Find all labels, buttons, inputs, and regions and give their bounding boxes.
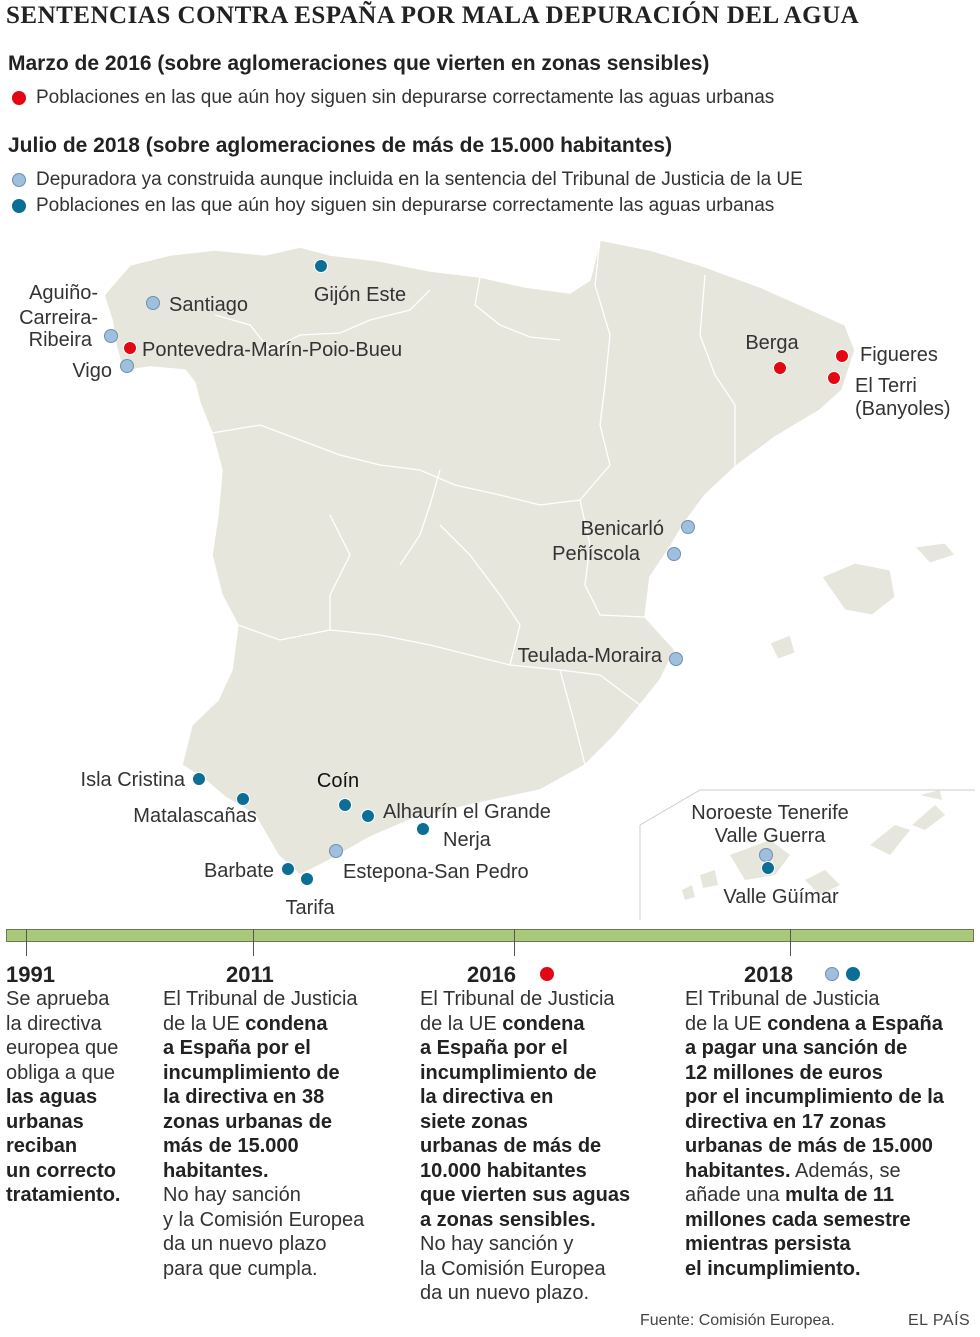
map-label-ribeira: Ribeira	[29, 329, 93, 351]
dark-blue-dot-icon	[846, 967, 860, 981]
map-point-el-terri	[827, 371, 841, 385]
map-label-tarifa: Tarifa	[286, 897, 336, 919]
map-label-peniscola: Peñíscola	[552, 543, 641, 565]
map-point-vigo	[120, 359, 134, 373]
map-point-benicarlo	[681, 520, 695, 534]
mallorca-land	[821, 562, 896, 616]
source-note: Fuente: Comisión Europea.	[640, 1312, 835, 1329]
map-label-gijon-este: Gijón Este	[314, 284, 406, 306]
heading-2016: Marzo de 2016 (sobre aglomeraciones que …	[8, 52, 710, 75]
map-label-nerja: Nerja	[443, 829, 492, 851]
region-borders	[211, 239, 736, 766]
spain-map: Gijón Este Santiago Aguiño- Carreira-Ribeir…	[19, 239, 975, 920]
map-point-coin	[338, 798, 352, 812]
map-label-estepona-san-pedro: Estepona-San Pedro	[343, 861, 529, 883]
light-blue-dot-icon	[12, 173, 26, 187]
map-point-matalascanas	[236, 792, 250, 806]
map-point-santiago	[146, 296, 160, 310]
page-title: SENTENCIAS CONTRA ESPAÑA POR MALA DEPURA…	[6, 2, 860, 29]
map-label-teulada-moraira: Teulada-Moraira	[517, 645, 662, 667]
year-2016: 2016	[467, 962, 516, 987]
map-label-santiago: Santiago	[169, 294, 248, 316]
map-label-isla-cristina: Isla Cristina	[81, 769, 186, 791]
timeline-tick-2016	[514, 929, 515, 956]
map-point-barbate	[281, 862, 295, 876]
timeline-tick-1991	[26, 929, 27, 956]
red-dot-icon	[12, 91, 26, 105]
map-label-valle-guerra: Valle Guerra	[715, 825, 827, 847]
map-label-pontevedra-marin-poio-bueu: Pontevedra-Marín-Poio-Bueu	[142, 339, 402, 361]
legend-label-light: Depuradora ya construida aunque incluida…	[36, 169, 803, 190]
timeline-text-2018: El Tribunal de Justicia de la UE condena…	[685, 988, 944, 1280]
map-label-vigo: Vigo	[72, 360, 112, 382]
brand-logo: EL PAÍS	[908, 1312, 971, 1329]
heading-2018: Julio de 2018 (sobre aglomeraciones de m…	[8, 134, 673, 157]
light-blue-dot-icon	[825, 967, 839, 981]
map-label-aguino: Aguiño-	[29, 282, 98, 304]
map-point-aguino	[104, 329, 118, 343]
map-point-gijon-este	[314, 259, 328, 273]
timeline-text-1991: Se aprueba la directiva europea que obli…	[6, 988, 121, 1206]
map-label-figueres: Figueres	[860, 344, 938, 366]
timeline-tick-2018	[790, 929, 791, 956]
timeline-tick-2011	[253, 929, 254, 956]
map-point-nerja	[416, 822, 430, 836]
map-point-estepona-san-pedro	[329, 844, 343, 858]
map-point-noroeste-tenerife	[759, 848, 773, 862]
timeline-bar	[6, 929, 974, 942]
red-dot-icon	[540, 967, 554, 981]
year-2011: 2011	[226, 962, 274, 987]
canary-islands	[682, 790, 945, 900]
timeline-text-2016: El Tribunal de Justicia de la UE condena…	[420, 988, 631, 1304]
map-label-noroeste-tenerife: Noroeste Tenerife	[691, 802, 849, 824]
legend-label-red: Poblaciones en las que aún hoy siguen si…	[36, 87, 775, 108]
map-label-banyoles: (Banyoles)	[855, 398, 951, 420]
dark-blue-dot-icon	[12, 199, 26, 213]
canary-inset-border	[639, 789, 975, 826]
spain-land	[103, 239, 856, 876]
map-point-berga	[773, 361, 787, 375]
map-point-isla-cristina	[192, 772, 206, 786]
map-label-alhaurin-el-grande: Alhaurín el Grande	[383, 801, 551, 823]
ibiza-land	[769, 634, 796, 660]
map-label-matalascanas: Matalascañas	[133, 805, 256, 827]
map-label-berga: Berga	[745, 332, 799, 354]
map-label-coin: Coín	[317, 770, 359, 792]
map-point-figueres	[835, 349, 849, 363]
map-label-carreira: Carreira-	[19, 307, 98, 329]
map-label-valle-guimar: Valle Güímar	[723, 886, 839, 908]
map-point-peniscola	[667, 547, 681, 561]
map-label-el-terri: El Terri	[855, 375, 917, 397]
map-point-teulada-moraira	[669, 652, 683, 666]
legend-label-dark: Poblaciones en las que aún hoy siguen si…	[36, 195, 775, 216]
map-label-barbate: Barbate	[204, 860, 274, 882]
timeline-text-2011: El Tribunal de Justicia de la UE condena…	[163, 988, 365, 1280]
map-point-alhaurin-el-grande	[361, 809, 375, 823]
menorca-land	[913, 542, 956, 564]
map-point-pontevedra-marin-poio-bueu	[123, 341, 137, 355]
year-1991: 1991	[6, 962, 55, 987]
map-label-benicarlo: Benicarló	[581, 518, 664, 540]
year-2018: 2018	[744, 962, 793, 987]
map-point-valle-guimar	[761, 861, 775, 875]
map-point-tarifa	[300, 872, 314, 886]
